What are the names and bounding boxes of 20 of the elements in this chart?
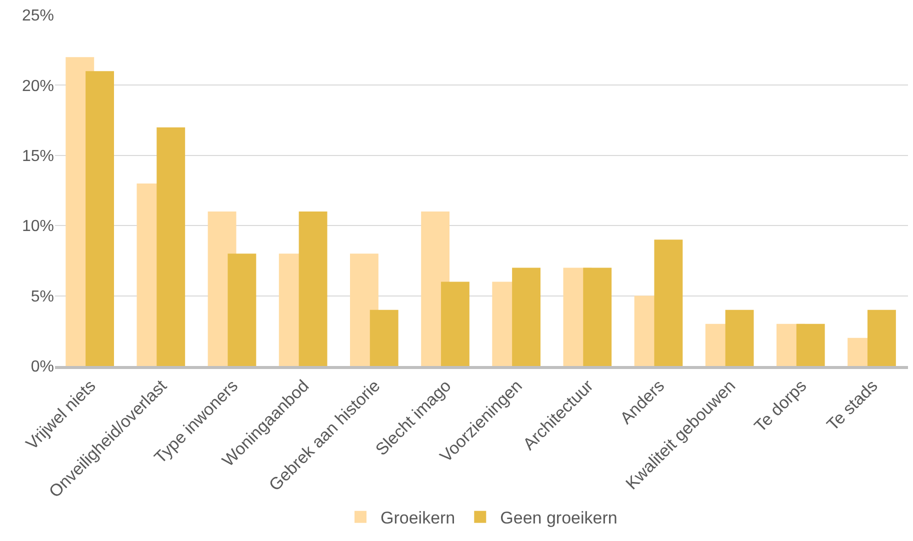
bar bbox=[512, 268, 540, 366]
bar bbox=[228, 254, 256, 366]
bar bbox=[867, 310, 896, 366]
bar bbox=[583, 268, 612, 366]
bar bbox=[156, 127, 186, 366]
y-tick-label: 15% bbox=[22, 148, 54, 165]
bar bbox=[725, 310, 754, 366]
bar bbox=[86, 71, 114, 366]
bar bbox=[654, 240, 683, 366]
y-tick-label: 10% bbox=[22, 218, 54, 236]
bar bbox=[370, 310, 398, 366]
legend-label: Geen groeikern bbox=[500, 508, 618, 528]
bar bbox=[796, 324, 825, 366]
y-tick-label: 20% bbox=[22, 78, 54, 95]
legend-label: Groeikern bbox=[380, 508, 456, 528]
y-tick-label: 5% bbox=[30, 288, 54, 306]
y-tick-label: 25% bbox=[22, 8, 54, 25]
y-tick-label: 0% bbox=[30, 358, 54, 376]
bar bbox=[440, 282, 470, 366]
bar bbox=[298, 212, 328, 366]
